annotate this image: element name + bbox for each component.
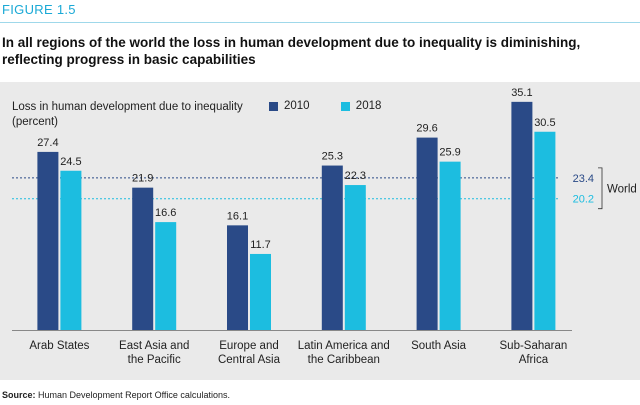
bar-2010-5	[511, 101, 533, 330]
bar-2018-2	[250, 253, 271, 330]
legend-item-2018: 2018	[340, 100, 382, 112]
category-label-3-1: the Caribbean	[308, 354, 380, 366]
bar-2018-0	[60, 170, 82, 330]
bar-label-2010-2: 16.1	[227, 210, 248, 222]
bar-2018-1	[155, 222, 177, 330]
world-label: World	[607, 183, 637, 195]
header-rule	[0, 22, 640, 23]
chart-title: In all regions of the world the loss in …	[2, 35, 581, 67]
world-bracket	[598, 167, 603, 210]
bar-label-2018-3: 22.3	[345, 170, 366, 182]
category-label-0-0: Arab States	[29, 340, 89, 352]
bar-2010-4	[416, 137, 438, 330]
bar-2010-1	[132, 187, 154, 330]
category-label-1-1: the Pacific	[128, 354, 181, 366]
bar-2018-5	[534, 131, 556, 330]
bar-2010-3	[321, 165, 343, 330]
category-label-4-0: South Asia	[411, 340, 467, 352]
y-axis-label: Loss in human development due to inequal…	[12, 100, 252, 130]
legend-swatch-2018	[340, 101, 350, 111]
legend-label-2010: 2010	[284, 100, 310, 112]
bar-label-2018-0: 24.5	[60, 156, 81, 168]
world-reference-label-2018: 20.2	[573, 194, 594, 206]
bar-label-2018-5: 30.5	[534, 117, 555, 129]
source-label: Source:	[2, 390, 36, 400]
figure-label: FIGURE 1.5	[2, 2, 76, 17]
bar-label-2010-5: 35.1	[511, 87, 532, 99]
bar-label-2018-2: 11.7	[250, 239, 271, 251]
bar-label-2010-0: 27.4	[37, 137, 58, 149]
source-text: Human Development Report Office calculat…	[38, 390, 230, 400]
bar-label-2010-1: 21.9	[132, 173, 153, 185]
category-label-5-1: Africa	[519, 354, 549, 366]
bar-label-2018-4: 25.9	[439, 147, 460, 159]
legend: 2010 2018	[269, 100, 409, 114]
category-label-2-1: Central Asia	[218, 354, 281, 366]
bar-2010-2	[227, 225, 248, 330]
legend-label-2018: 2018	[355, 100, 382, 112]
bar-label-2010-3: 25.3	[322, 151, 343, 163]
bar-2018-4	[439, 161, 461, 330]
bar-2018-3	[344, 185, 366, 330]
bar-label-2010-4: 29.6	[416, 123, 437, 135]
category-label-2-0: Europe and	[219, 340, 278, 352]
source-note: Source: Human Development Report Office …	[2, 390, 230, 400]
category-label-1-0: East Asia and	[119, 340, 189, 352]
legend-swatch-2010	[269, 101, 278, 111]
category-label-3-0: Latin America and	[298, 340, 390, 352]
y-axis-label-line-1: Loss in human development due to inequal…	[12, 101, 243, 113]
legend-item-2010: 2010	[269, 100, 310, 112]
world-reference-label-2010: 23.4	[573, 173, 594, 185]
bar-2010-0	[37, 151, 59, 330]
category-label-5-0: Sub-Saharan	[500, 340, 568, 352]
bar-label-2018-1: 16.6	[155, 207, 176, 219]
y-axis-label-line-2: (percent)	[12, 116, 59, 128]
